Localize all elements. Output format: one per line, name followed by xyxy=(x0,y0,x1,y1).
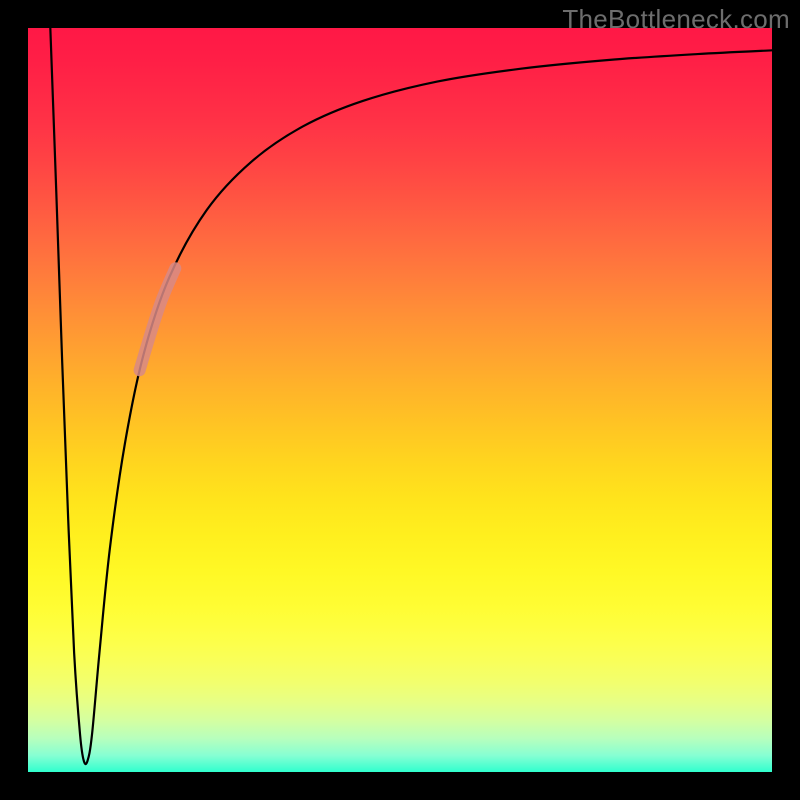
bottleneck-curve-chart xyxy=(0,0,800,800)
plot-background-gradient xyxy=(28,28,772,772)
chart-container: TheBottleneck.com xyxy=(0,0,800,800)
watermark-label: TheBottleneck.com xyxy=(562,4,790,35)
